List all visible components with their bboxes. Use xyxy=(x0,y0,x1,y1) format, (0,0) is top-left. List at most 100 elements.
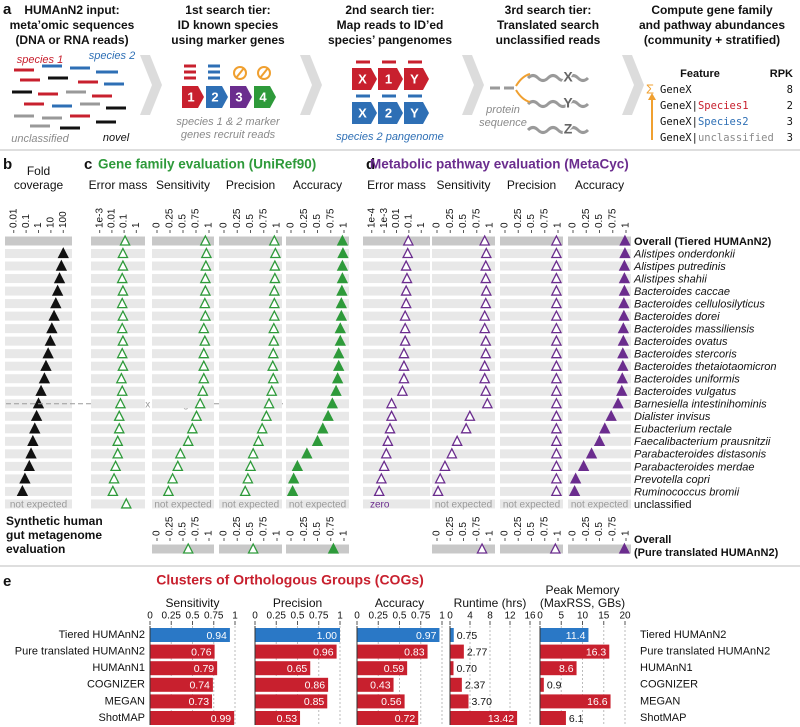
bar xyxy=(150,628,230,642)
axis-title: Error mass xyxy=(367,178,426,192)
value-label: 0.43 xyxy=(370,680,391,692)
row-band xyxy=(568,449,631,459)
row-band xyxy=(568,274,631,284)
triangle xyxy=(108,472,120,484)
x-tick-label: 0.75 xyxy=(325,516,336,536)
triangle xyxy=(464,409,476,421)
triangle xyxy=(57,247,69,259)
triangle xyxy=(199,284,212,296)
triangle xyxy=(44,334,56,346)
row-band xyxy=(5,461,72,471)
row-label: Parabacteroides merdae xyxy=(634,461,754,473)
row-band xyxy=(152,361,214,371)
x-tick-label: 1 xyxy=(339,530,350,536)
triangle xyxy=(247,542,259,554)
triangle xyxy=(186,422,199,434)
row-band xyxy=(568,261,631,271)
triangle xyxy=(113,422,125,434)
step-title: using marker genes xyxy=(171,33,285,47)
triangle xyxy=(375,472,388,484)
value-label: 0.85 xyxy=(304,696,325,708)
separator: | xyxy=(692,132,698,144)
triangle xyxy=(593,434,606,446)
x-tick-label: 15 xyxy=(598,611,610,622)
triangle xyxy=(399,309,411,321)
value-label: 16.3 xyxy=(586,646,607,658)
table-rpk: 3 xyxy=(787,132,793,144)
note: sequence xyxy=(479,117,527,129)
triangle xyxy=(550,472,563,484)
triangle xyxy=(199,234,212,246)
row-band xyxy=(500,261,563,271)
triangle xyxy=(605,409,617,421)
row-band xyxy=(286,299,349,309)
bar xyxy=(255,694,328,709)
note: unclassified xyxy=(11,133,69,145)
triangle xyxy=(399,334,411,346)
x-tick-label: 1 xyxy=(416,222,427,228)
panel-label: e xyxy=(3,573,11,590)
row-band xyxy=(432,261,495,271)
protein-sequences xyxy=(526,74,590,134)
row-band xyxy=(500,386,563,396)
value-label: 0.96 xyxy=(313,646,334,658)
x-tick-label: 0.1 xyxy=(119,214,130,228)
row-band xyxy=(568,249,631,259)
triangle xyxy=(267,372,279,384)
triangle xyxy=(199,309,212,321)
stratify-arrow xyxy=(648,93,656,140)
row-band xyxy=(568,474,631,484)
x-tick-label: 1 xyxy=(553,222,564,228)
triangle xyxy=(619,247,631,259)
row-band xyxy=(568,424,631,434)
triangle xyxy=(400,259,412,271)
triangle xyxy=(117,284,129,296)
stratum: unclassified xyxy=(698,132,774,144)
row-band xyxy=(432,399,495,409)
x-tick-label: 0.5 xyxy=(245,214,256,228)
value-label: 8.6 xyxy=(559,663,574,675)
row-band xyxy=(219,386,282,396)
x-tick-label: 1 xyxy=(204,530,215,536)
summary-title: Synthetic human xyxy=(6,514,103,528)
row-band xyxy=(152,424,214,434)
row-band xyxy=(500,249,563,259)
axis-title: Precision xyxy=(273,596,322,610)
triangle xyxy=(30,409,43,421)
triangle xyxy=(550,372,563,384)
axis-title: Error mass xyxy=(89,178,148,192)
row-band xyxy=(363,486,430,496)
x-tick-label: 1e-4 xyxy=(366,208,377,228)
x-tick-label: 1 xyxy=(272,530,283,536)
row-band xyxy=(500,336,563,346)
triangle xyxy=(550,359,563,371)
triangle xyxy=(116,347,128,359)
row-band xyxy=(432,544,495,554)
triangle xyxy=(301,447,313,459)
stratum: Species2 xyxy=(698,116,749,128)
triangle xyxy=(480,259,492,271)
row-band xyxy=(363,374,430,384)
value-label: 0.75 xyxy=(457,630,478,642)
triangle xyxy=(451,434,463,446)
triangle xyxy=(162,484,175,497)
x-tick-label: 1 xyxy=(485,530,496,536)
triangle xyxy=(322,409,334,421)
triangle xyxy=(616,372,628,384)
triangle xyxy=(117,359,129,371)
gene-label: X xyxy=(358,105,367,120)
triangle xyxy=(115,372,128,384)
triangle xyxy=(384,422,396,434)
triangle xyxy=(550,259,563,271)
step-title: 2nd search tier: xyxy=(345,3,434,17)
step-title: 1st search tier: xyxy=(185,3,270,17)
row-band xyxy=(152,236,214,246)
row-band xyxy=(286,386,349,396)
row-band xyxy=(219,274,282,284)
axis-title: Precision xyxy=(226,178,275,192)
triangle xyxy=(550,234,563,246)
x-tick-label: 1 xyxy=(337,611,343,622)
value-label: 0.72 xyxy=(395,713,416,725)
gene-label: 2 xyxy=(385,105,392,120)
triangle xyxy=(40,359,52,371)
